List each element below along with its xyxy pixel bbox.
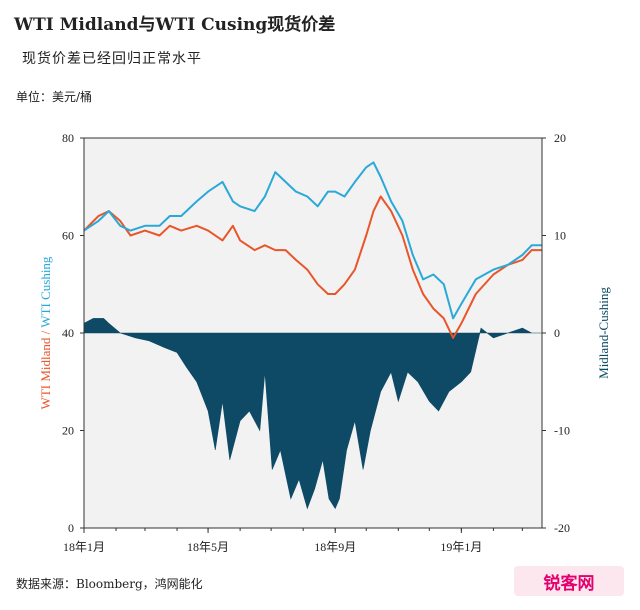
x-tick-label: 18年9月 bbox=[314, 540, 356, 554]
y-left-tick-label: 60 bbox=[62, 229, 74, 243]
y-right-tick-label: 20 bbox=[554, 131, 566, 145]
x-tick-label: 18年1月 bbox=[63, 540, 105, 554]
y-left-label-cushing: WTI Cushing bbox=[38, 256, 53, 328]
y-left-tick-label: 20 bbox=[62, 424, 74, 438]
spread-area-series bbox=[83, 318, 542, 510]
y-left-tick-label: 40 bbox=[62, 326, 74, 340]
y-right-tick-label: 10 bbox=[554, 229, 566, 243]
x-tick-label: 19年1月 bbox=[440, 540, 482, 554]
y-left-label-midland: WTI Midland / bbox=[38, 328, 53, 410]
data-source: 数据来源：Bloomberg，鸿网能化 bbox=[16, 577, 203, 591]
y-right-tick-label: 0 bbox=[554, 326, 560, 340]
cushing-line-series bbox=[83, 161, 542, 320]
watermark-badge: 锐客网 bbox=[514, 566, 624, 596]
y-left-axis-label: WTI Midland / WTI Cushing bbox=[38, 256, 53, 409]
y-left-tick-label: 80 bbox=[62, 131, 74, 145]
y-right-tick-label: -10 bbox=[554, 424, 570, 438]
y-right-axis-label: Midland-Cushing bbox=[596, 287, 611, 379]
y-right-tick-label: -20 bbox=[554, 521, 570, 535]
y-left-tick-label: 0 bbox=[68, 521, 74, 535]
midland-line-series bbox=[83, 195, 542, 339]
chart: 0 20 40 60 80 -20 -10 0 10 20 18年1月 18年5月 18年9月 19年1月… bbox=[38, 131, 611, 554]
chart-subtitle: 现货价差已经回归正常水平 bbox=[22, 51, 202, 67]
unit-label: 单位：美元/桶 bbox=[16, 90, 93, 104]
x-tick-label: 18年5月 bbox=[187, 540, 229, 554]
chart-title: WTI Midland与WTI Cusing现货价差 bbox=[14, 15, 336, 35]
